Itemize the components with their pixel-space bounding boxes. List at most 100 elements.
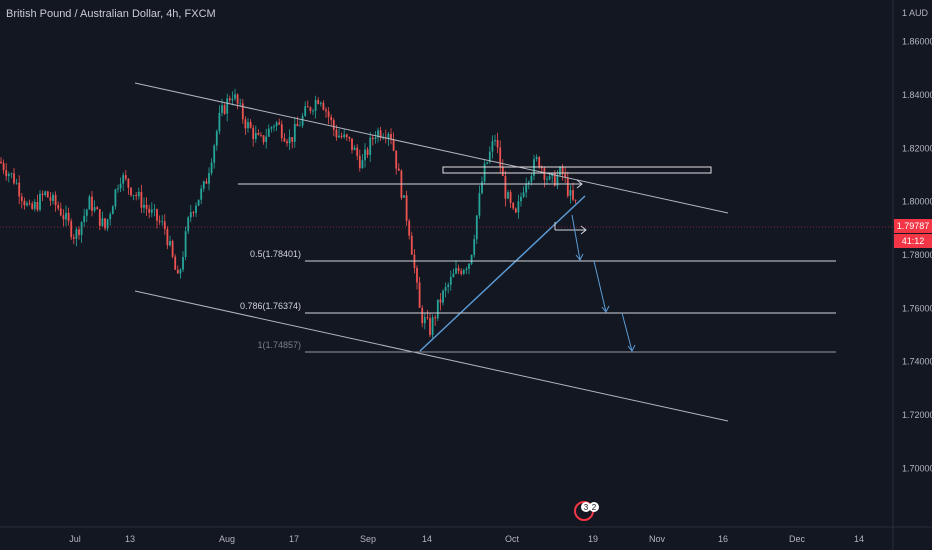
candle-body <box>244 119 247 129</box>
y-tick-label: 1.74000 <box>902 357 932 367</box>
candle-body <box>491 141 494 152</box>
candle-body <box>473 239 476 256</box>
candle-body <box>327 111 330 118</box>
candle-body <box>98 209 101 226</box>
candle-body <box>234 94 236 99</box>
candle-body <box>270 127 273 129</box>
candle-body <box>358 155 361 169</box>
candle-body <box>353 147 356 151</box>
candle-body <box>223 105 226 114</box>
candle-body <box>301 115 304 126</box>
candle-body <box>59 208 62 216</box>
currency-unit-label[interactable]: 1 AUD <box>901 8 928 18</box>
candle-body <box>322 102 325 110</box>
y-tick-label: 1.78000 <box>902 250 932 260</box>
candle-body <box>93 207 96 211</box>
candle-body <box>488 151 491 163</box>
candle-body <box>36 201 39 210</box>
candlestick-series <box>0 88 577 338</box>
candle-body <box>153 209 156 210</box>
candle-body <box>520 196 522 202</box>
candle-body <box>28 203 31 204</box>
candle-body <box>496 139 499 148</box>
channel-lower-line[interactable] <box>134 290 729 422</box>
candle-body <box>319 102 322 104</box>
candle-body <box>317 99 320 104</box>
candle-body <box>522 192 525 197</box>
candle-body <box>546 179 548 181</box>
candle-body <box>10 173 13 175</box>
candle-body <box>5 170 8 177</box>
candle-body <box>189 212 192 218</box>
candle-body <box>361 160 364 169</box>
x-tick-label: 19 <box>588 534 598 544</box>
candle-body <box>109 214 112 220</box>
candle-body <box>447 284 450 288</box>
candle-body <box>130 187 132 196</box>
candle-body <box>169 240 171 246</box>
x-tick-label: 16 <box>718 534 728 544</box>
candle-body <box>455 268 457 274</box>
candle-body <box>569 190 572 196</box>
candle-body <box>507 192 509 199</box>
candle-body <box>501 167 504 176</box>
candle-body <box>462 269 465 274</box>
candle-body <box>457 268 460 271</box>
candle-body <box>460 270 463 274</box>
y-tick-label: 1.76000 <box>902 303 932 313</box>
candle-body <box>436 299 439 319</box>
candle-body <box>371 137 374 140</box>
candle-body <box>158 220 161 222</box>
candle-body <box>252 127 255 140</box>
candle-body <box>439 299 442 303</box>
candle-body <box>171 240 174 257</box>
candle-body <box>509 192 512 203</box>
candle-body <box>535 157 538 160</box>
time-axis[interactable]: Jul 13 Aug 17 Sep 14 Oct 19 Nov 16 Dec 14 <box>69 534 864 544</box>
candle-body <box>514 208 517 213</box>
ascending-trendline[interactable] <box>419 195 586 352</box>
candle-body <box>267 128 270 137</box>
channel-upper-line[interactable] <box>134 82 729 214</box>
candle-body <box>202 181 205 189</box>
x-tick-label: Nov <box>649 534 666 544</box>
candle-body <box>33 201 36 209</box>
candle-body <box>197 199 200 206</box>
drawing-layer: 0.5(1.78401) 0.786(1.76374) 1(1.74857) <box>0 82 893 422</box>
candle-body <box>512 202 515 209</box>
candle-body <box>247 122 249 129</box>
candle-body <box>283 138 286 142</box>
candle-body <box>559 167 561 176</box>
candle-body <box>330 117 333 121</box>
candle-body <box>208 173 210 184</box>
candle-body <box>31 203 34 209</box>
candle-body <box>392 139 395 151</box>
candle-body <box>296 123 299 127</box>
candle-body <box>548 176 551 180</box>
candle-body <box>57 205 60 209</box>
candle-body <box>405 195 408 221</box>
candle-body <box>379 130 382 138</box>
candle-body <box>148 208 151 213</box>
candle-body <box>525 184 528 193</box>
candle-body <box>260 134 262 136</box>
candle-body <box>395 150 398 169</box>
candle-body <box>54 194 57 206</box>
x-tick-label: 14 <box>422 534 432 544</box>
ideas-badge[interactable]: 3 2 <box>573 499 603 521</box>
candle-body <box>421 307 424 324</box>
price-axis[interactable]: 1.86000 1.84000 1.82000 1.80000 1.78000 1.760… <box>902 37 932 474</box>
candle-body <box>314 99 317 111</box>
candle-body <box>374 137 377 140</box>
candle-body <box>338 135 340 138</box>
candle-body <box>215 131 218 146</box>
candle-body <box>257 132 260 135</box>
candle-body <box>176 269 179 274</box>
resistance-zone-rect[interactable] <box>442 166 712 174</box>
fib-label-1: 0.786(1.76374) <box>240 301 301 311</box>
candle-body <box>236 94 239 104</box>
x-tick-label: 17 <box>289 534 299 544</box>
ideas-badge-count-bg <box>581 502 591 512</box>
x-tick-label: Oct <box>505 534 520 544</box>
